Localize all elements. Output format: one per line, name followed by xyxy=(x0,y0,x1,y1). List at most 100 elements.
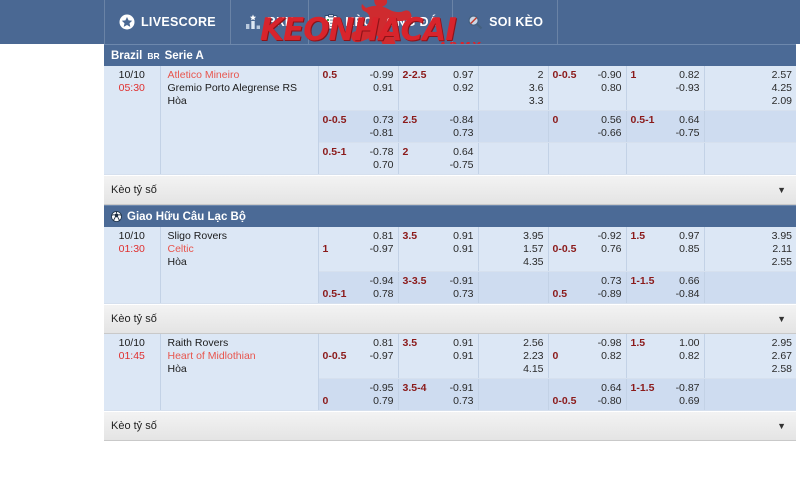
col-over-under-half[interactable]: 1.5 0.97 0.85 xyxy=(626,227,705,272)
nav-item-bxh[interactable]: BXH xyxy=(231,0,310,44)
nav-item-livescore[interactable]: LIVESCORE xyxy=(104,0,231,44)
col-over-under-half[interactable]: 1-1.5 0.66 -0.84 xyxy=(626,271,705,304)
league-header-1[interactable]: Giao Hữu Câu Lạc Bộ xyxy=(104,205,796,227)
odds-cell-over-under[interactable]: 2.5 -0.84 0.73 xyxy=(403,114,474,140)
col-over-under[interactable]: 2-2.5 0.97 0.92 xyxy=(398,66,479,111)
odds-cell-odd-even[interactable] xyxy=(709,275,793,301)
col-over-under-half[interactable] xyxy=(626,142,705,175)
odds-cell-over-under[interactable]: 2-2.5 0.97 0.92 xyxy=(403,69,474,108)
col-handicap[interactable]: 0.81 0-0.5 -0.97 xyxy=(318,334,399,379)
away-team-name[interactable]: Heart of Midlothian xyxy=(167,350,256,362)
odds-cell-handicap-half[interactable]: 0.73 0.5 -0.89 xyxy=(553,275,622,301)
odds-cell-handicap-half[interactable]: 0.64 0-0.5 -0.80 xyxy=(553,382,622,408)
col-odd-even[interactable] xyxy=(704,110,796,143)
odds-cell-1x2[interactable]: 2.56 2.23 4.15 xyxy=(483,337,543,376)
col-over-under[interactable]: 3-3.5 -0.91 0.73 xyxy=(398,271,479,304)
odds-cell-1x2[interactable]: 3.95 1.57 4.35 xyxy=(483,230,543,269)
col-1x2[interactable] xyxy=(478,142,549,175)
odds-cell-over-under-half[interactable]: 1.5 1.00 0.82 xyxy=(631,337,700,376)
odds-cell-handicap-half[interactable]: -0.92 0-0.5 0.76 xyxy=(553,230,622,269)
odds-cell-handicap-half[interactable] xyxy=(553,146,622,172)
col-handicap[interactable]: 0.81 1 -0.97 xyxy=(318,227,399,272)
league-header-0[interactable]: Brazil BR Serie A xyxy=(104,44,796,66)
col-over-under[interactable]: 2 0.64 -0.75 xyxy=(398,142,479,175)
col-over-under-half[interactable]: 1-1.5 -0.87 0.69 xyxy=(626,378,705,411)
odds-cell-over-under[interactable]: 3.5 0.91 0.91 xyxy=(403,337,474,376)
col-handicap-half[interactable]: 0.64 0-0.5 -0.80 xyxy=(548,378,627,411)
odds-cell-1x2[interactable]: 2 3.6 3.3 xyxy=(483,69,544,108)
odds-cell-odd-even[interactable]: 3.95 2.11 2.55 xyxy=(709,230,792,269)
odds-cell-handicap-half[interactable]: 0-0.5 -0.90 0.80 xyxy=(553,69,622,108)
away-team-name[interactable]: Gremio Porto Alegrense RS xyxy=(167,82,298,94)
away-team-name[interactable]: Celtic xyxy=(167,243,194,255)
odds-cell-over-under[interactable]: 2 0.64 -0.75 xyxy=(403,146,474,172)
col-1x2[interactable] xyxy=(478,378,549,411)
col-handicap-half[interactable]: -0.98 0 0.82 xyxy=(548,334,627,379)
col-1x2[interactable]: 2.56 2.23 4.15 xyxy=(478,334,549,379)
odds-cell-over-under-half[interactable]: 1 0.82 -0.93 xyxy=(631,69,700,108)
home-team-name[interactable]: Atletico Mineiro xyxy=(167,69,240,81)
col-over-under[interactable]: 3.5 0.91 0.91 xyxy=(398,334,479,379)
odds-cell-odd-even[interactable]: 2.95 2.67 2.58 xyxy=(709,337,792,376)
col-handicap-half[interactable]: -0.92 0-0.5 0.76 xyxy=(548,227,627,272)
odds-cell-odd-even[interactable] xyxy=(709,114,793,140)
correct-score-bar[interactable]: Kèo tỷ số ▼ xyxy=(104,411,796,441)
odds-cell-1x2[interactable] xyxy=(483,114,544,140)
odds-cell-over-under[interactable]: 3.5 0.91 0.91 xyxy=(403,230,474,269)
col-odd-even[interactable] xyxy=(704,142,796,175)
odds-cell-1x2[interactable] xyxy=(483,146,544,172)
odds-cell-1x2[interactable] xyxy=(483,382,544,408)
odds-cell-over-under[interactable]: 3-3.5 -0.91 0.73 xyxy=(403,275,474,301)
correct-score-bar[interactable]: Kèo tỷ số ▼ xyxy=(104,304,796,334)
col-over-under[interactable]: 2.5 -0.84 0.73 xyxy=(398,110,479,143)
odds-cell-handicap-half[interactable]: -0.98 0 0.82 xyxy=(553,337,622,376)
col-handicap[interactable]: -0.94 0.5-1 0.78 xyxy=(318,271,399,304)
odds-cell-1x2[interactable] xyxy=(483,275,544,301)
col-handicap-half[interactable]: 0-0.5 -0.90 0.80 xyxy=(548,66,627,111)
odds-cell-handicap[interactable]: 0-0.5 0.73 -0.81 xyxy=(323,114,394,140)
col-handicap-half[interactable]: 0 0.56 -0.66 xyxy=(548,110,627,143)
odds-cell-handicap[interactable]: 0.81 1 -0.97 xyxy=(323,230,394,269)
odds-cell-handicap[interactable]: 0.5-1 -0.78 0.70 xyxy=(323,146,394,172)
col-over-under[interactable]: 3.5 0.91 0.91 xyxy=(398,227,479,272)
col-1x2[interactable] xyxy=(478,271,549,304)
col-handicap[interactable]: -0.95 0 0.79 xyxy=(318,378,399,411)
odds-cell-over-under-half[interactable]: 1.5 0.97 0.85 xyxy=(631,230,700,269)
col-handicap[interactable]: 0.5 -0.99 0.91 xyxy=(318,66,399,111)
nav-item-soi-keo[interactable]: SOI KÈO xyxy=(453,0,559,44)
col-handicap[interactable]: 0-0.5 0.73 -0.81 xyxy=(318,110,399,143)
col-1x2[interactable] xyxy=(478,110,549,143)
odds-cell-over-under-half[interactable]: 1-1.5 0.66 -0.84 xyxy=(631,275,700,301)
odds-cell-over-under-half[interactable]: 0.5-1 0.64 -0.75 xyxy=(631,114,700,140)
col-over-under[interactable]: 3.5-4 -0.91 0.73 xyxy=(398,378,479,411)
odds-cell-handicap-half[interactable]: 0 0.56 -0.66 xyxy=(553,114,622,140)
nav-item-keo-bong-da[interactable]: KÈO BÓNG ĐÁ xyxy=(309,0,454,44)
odds-cell-handicap[interactable]: -0.94 0.5-1 0.78 xyxy=(323,275,394,301)
col-over-under-half[interactable]: 0.5-1 0.64 -0.75 xyxy=(626,110,705,143)
col-handicap[interactable]: 0.5-1 -0.78 0.70 xyxy=(318,142,399,175)
col-odd-even[interactable] xyxy=(704,271,796,304)
col-1x2[interactable]: 3.95 1.57 4.35 xyxy=(478,227,549,272)
col-odd-even[interactable] xyxy=(704,378,796,411)
col-odd-even[interactable]: 2.95 2.67 2.58 xyxy=(704,334,796,379)
odds-cell-odd-even[interactable]: 2.57 4.25 2.09 xyxy=(709,69,792,108)
odds-cell-handicap[interactable]: 0.5 -0.99 0.91 xyxy=(323,69,394,108)
col-handicap-half[interactable]: 0.73 0.5 -0.89 xyxy=(548,271,627,304)
odds-cell-handicap[interactable]: -0.95 0 0.79 xyxy=(323,382,394,408)
odds-cell-odd-even[interactable] xyxy=(709,382,793,408)
col-odd-even[interactable]: 3.95 2.11 2.55 xyxy=(704,227,796,272)
odds-cell-over-under-half[interactable]: 1-1.5 -0.87 0.69 xyxy=(631,382,700,408)
odds-cell-handicap[interactable]: 0.81 0-0.5 -0.97 xyxy=(323,337,394,376)
home-team-name[interactable]: Raith Rovers xyxy=(167,337,229,349)
col-over-under-half[interactable]: 1 0.82 -0.93 xyxy=(626,66,705,111)
chevron-down-icon[interactable]: ▼ xyxy=(777,421,786,431)
col-odd-even[interactable]: 2.57 4.25 2.09 xyxy=(704,66,796,111)
draw-label[interactable]: Hòa xyxy=(167,363,187,375)
correct-score-bar[interactable]: Kèo tỷ số ▼ xyxy=(104,175,796,205)
chevron-down-icon[interactable]: ▼ xyxy=(777,185,786,195)
home-team-name[interactable]: Sligo Rovers xyxy=(167,230,228,242)
draw-label[interactable]: Hòa xyxy=(167,95,187,107)
odds-cell-odd-even[interactable] xyxy=(709,146,793,172)
col-over-under-half[interactable]: 1.5 1.00 0.82 xyxy=(626,334,705,379)
odds-cell-over-under[interactable]: 3.5-4 -0.91 0.73 xyxy=(403,382,474,408)
